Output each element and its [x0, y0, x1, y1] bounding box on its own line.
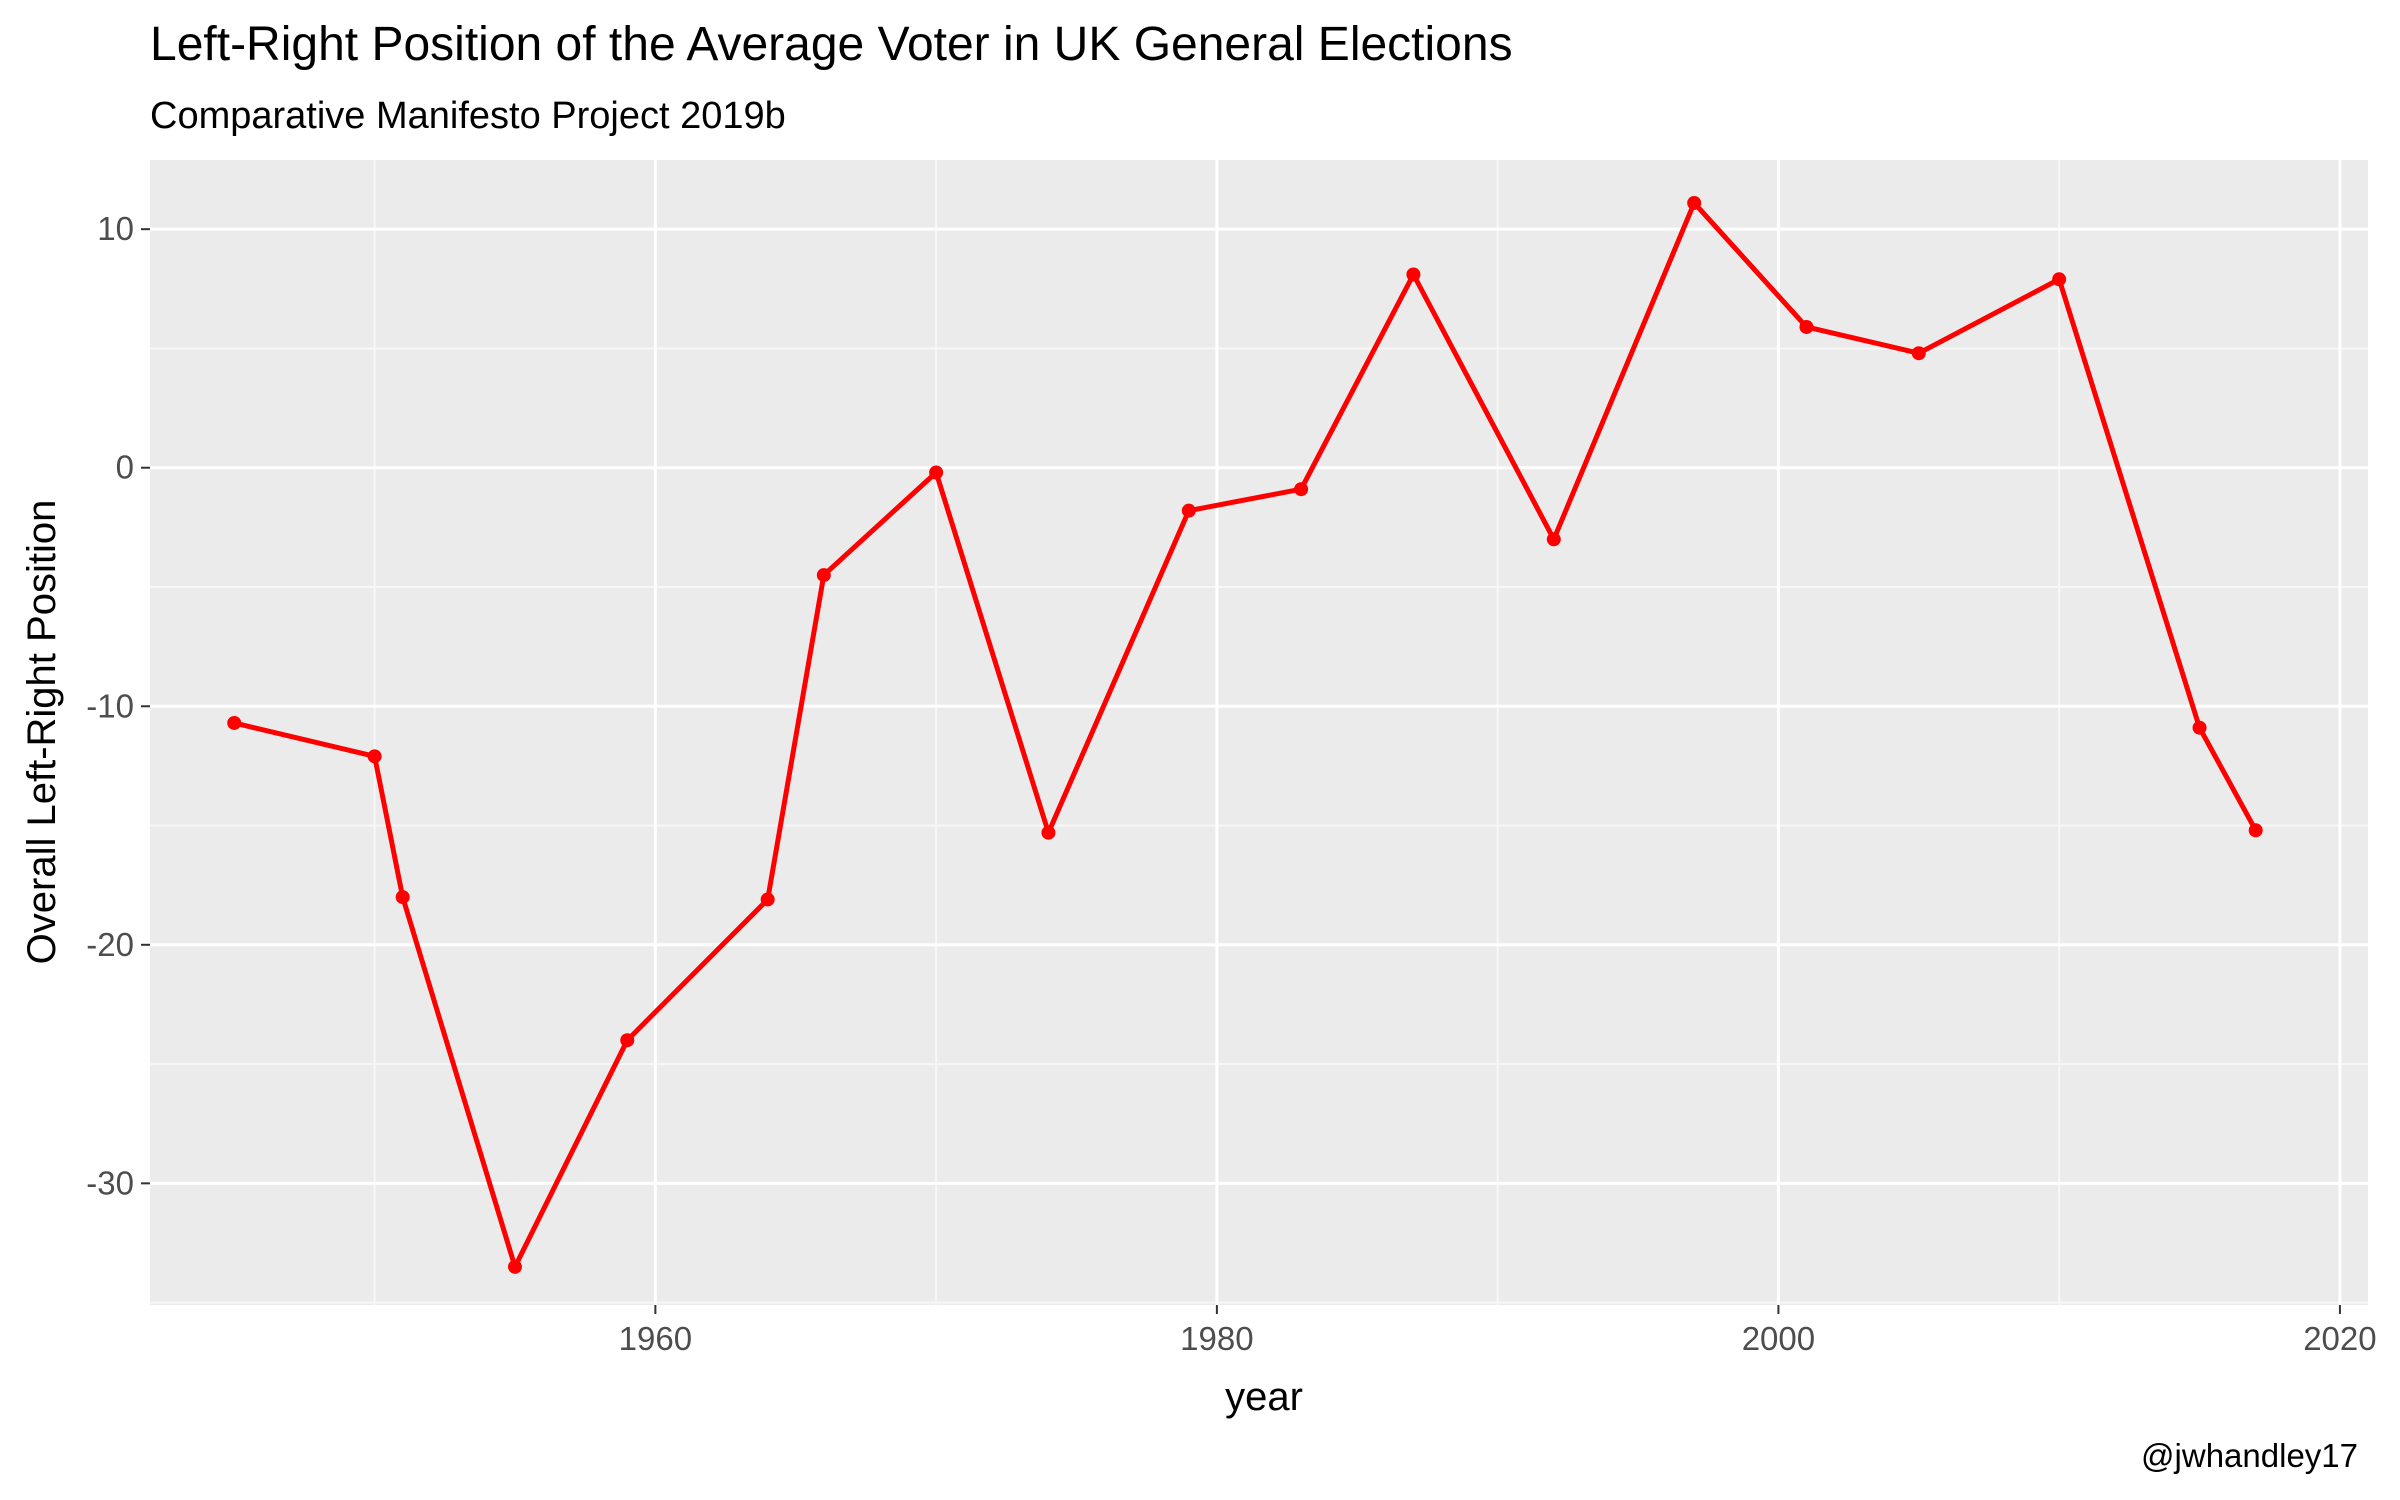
data-point	[1799, 319, 1814, 334]
data-point	[1406, 267, 1421, 282]
y-tick-label: 0	[116, 449, 134, 486]
data-point	[1911, 346, 1926, 361]
data-point	[1546, 532, 1561, 547]
data-point	[1294, 482, 1309, 497]
major-gridlines	[150, 160, 2368, 1305]
data-point	[1041, 825, 1056, 840]
axis-ticks: 1960 1980 2000 2020 10 0 -10 -20 -30	[86, 210, 2376, 1357]
data-point	[227, 715, 242, 730]
data-point	[395, 890, 410, 905]
data-point	[367, 749, 382, 764]
data-point	[816, 568, 831, 583]
data-point	[507, 1259, 522, 1274]
x-tick-label: 1960	[619, 1320, 692, 1357]
data-point	[760, 892, 775, 907]
data-point	[2192, 720, 2207, 735]
chart-subtitle: Comparative Manifesto Project 2019b	[150, 95, 786, 137]
y-tick-label: -10	[86, 687, 134, 724]
x-axis-title: year	[1225, 1375, 1303, 1419]
y-tick-label: -30	[86, 1164, 134, 1201]
data-point	[1181, 503, 1196, 518]
y-tick-label: -20	[86, 926, 134, 963]
chart-title: Left-Right Position of the Average Voter…	[150, 18, 1513, 71]
y-axis-title: Overall Left-Right Position	[20, 500, 64, 965]
data-point	[1687, 195, 1702, 210]
x-tick-label: 2000	[1742, 1320, 1815, 1357]
data-point	[2248, 823, 2263, 838]
minor-gridlines	[150, 160, 2368, 1305]
y-tick-label: 10	[97, 210, 134, 247]
data-point	[929, 465, 944, 480]
caption: @jwhandley17	[2141, 1437, 2358, 1474]
x-tick-label: 1980	[1180, 1320, 1253, 1357]
plot-panel	[150, 160, 2368, 1305]
data-point	[2052, 272, 2067, 287]
x-tick-label: 2020	[2303, 1320, 2376, 1357]
data-point	[620, 1033, 635, 1048]
series-layer	[227, 195, 2263, 1274]
